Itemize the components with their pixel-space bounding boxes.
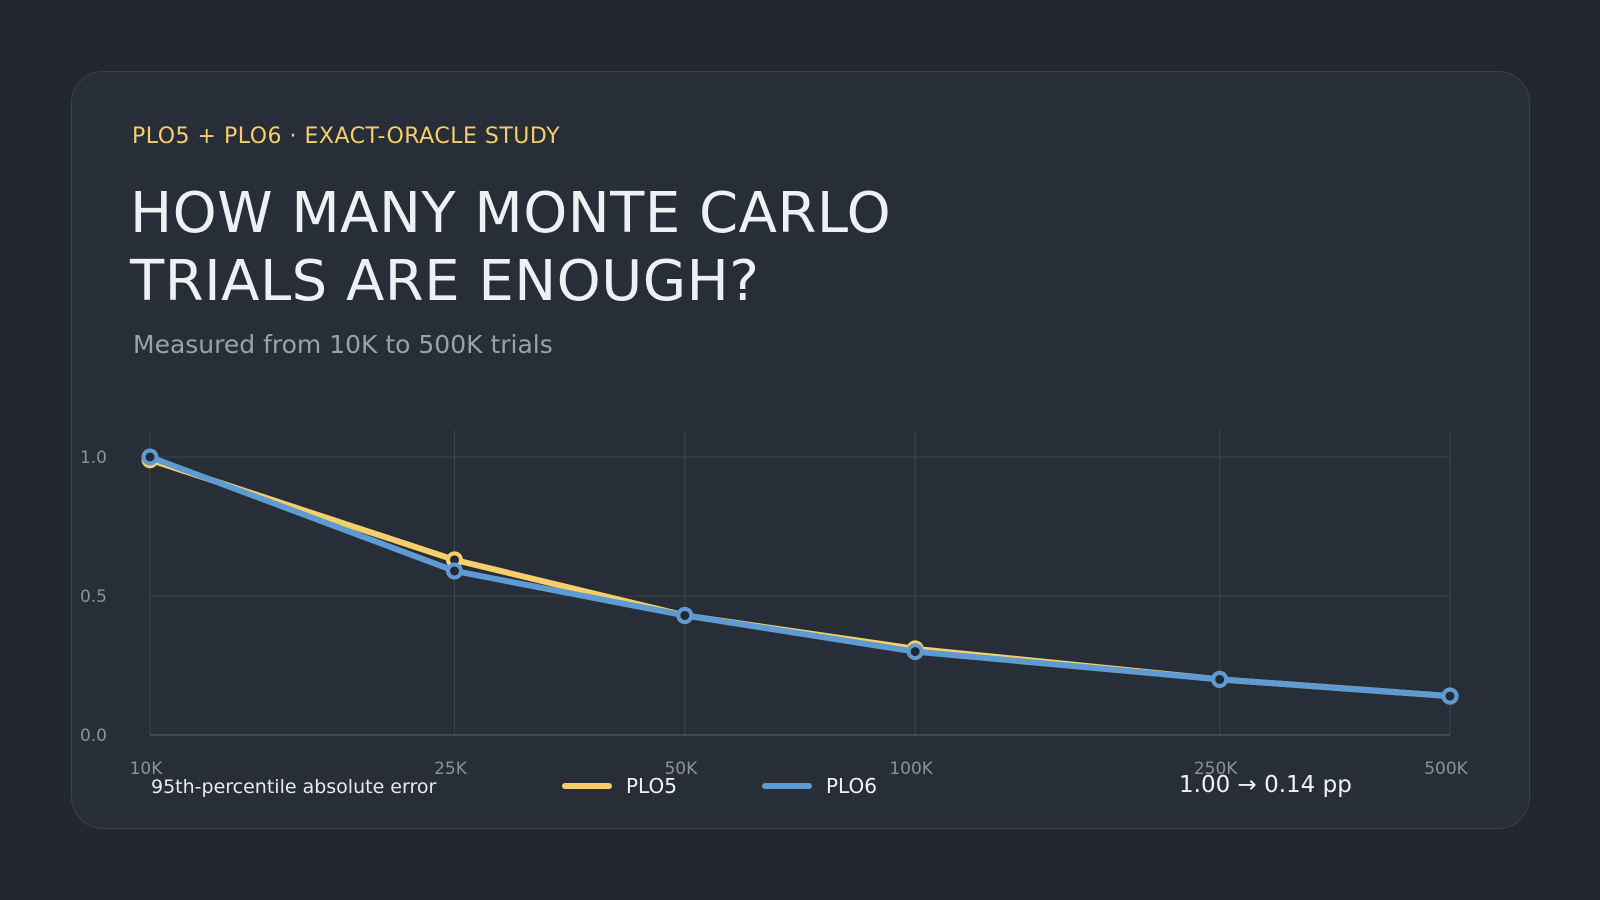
title-line-1: HOW MANY MONTE CARLO	[130, 181, 892, 246]
x-tick-label: 10K	[130, 759, 164, 779]
data-point-plo6-250K	[1211, 670, 1229, 688]
data-point-plo6-500K	[1441, 687, 1459, 705]
y-tick-label: 0.0	[80, 726, 107, 746]
legend-item-plo5: PLO5	[562, 774, 677, 798]
page-title: HOW MANY MONTE CARLO TRIALS ARE ENOUGH?	[130, 180, 891, 316]
data-point-plo6-100K	[906, 643, 924, 661]
legend-item-plo6: PLO6	[762, 774, 877, 798]
y-tick-label: 1.0	[80, 448, 107, 468]
legend-swatch-plo5	[562, 783, 612, 789]
error-delta-readout: 1.00 → 0.14 pp	[1179, 772, 1352, 798]
data-point-plo6-10K	[141, 448, 159, 466]
legend-label-plo5: PLO5	[626, 774, 677, 798]
title-line-2: TRIALS ARE ENOUGH?	[130, 249, 760, 314]
page-subtitle: Measured from 10K to 500K trials	[133, 330, 553, 359]
eyebrow-label: PLO5 + PLO6 · EXACT-ORACLE STUDY	[132, 124, 561, 149]
data-point-plo6-50K	[676, 606, 694, 624]
x-tick-label: 100K	[889, 759, 933, 779]
x-tick-label: 50K	[664, 759, 698, 779]
series-line-plo5	[147, 456, 1453, 700]
data-point-plo6-25K	[445, 562, 463, 580]
x-tick-label: 250K	[1194, 759, 1238, 779]
legend-swatch-plo6	[762, 783, 812, 789]
series-line-plo6	[147, 454, 1453, 700]
legend-label-plo6: PLO6	[826, 774, 877, 798]
x-tick-label: 25K	[434, 759, 468, 779]
x-tick-label: 500K	[1424, 759, 1468, 779]
y-tick-label: 0.5	[80, 587, 107, 607]
metric-label: 95th-percentile absolute error	[151, 776, 437, 798]
chart-card: PLO5 + PLO6 · EXACT-ORACLE STUDY HOW MAN…	[71, 71, 1530, 829]
